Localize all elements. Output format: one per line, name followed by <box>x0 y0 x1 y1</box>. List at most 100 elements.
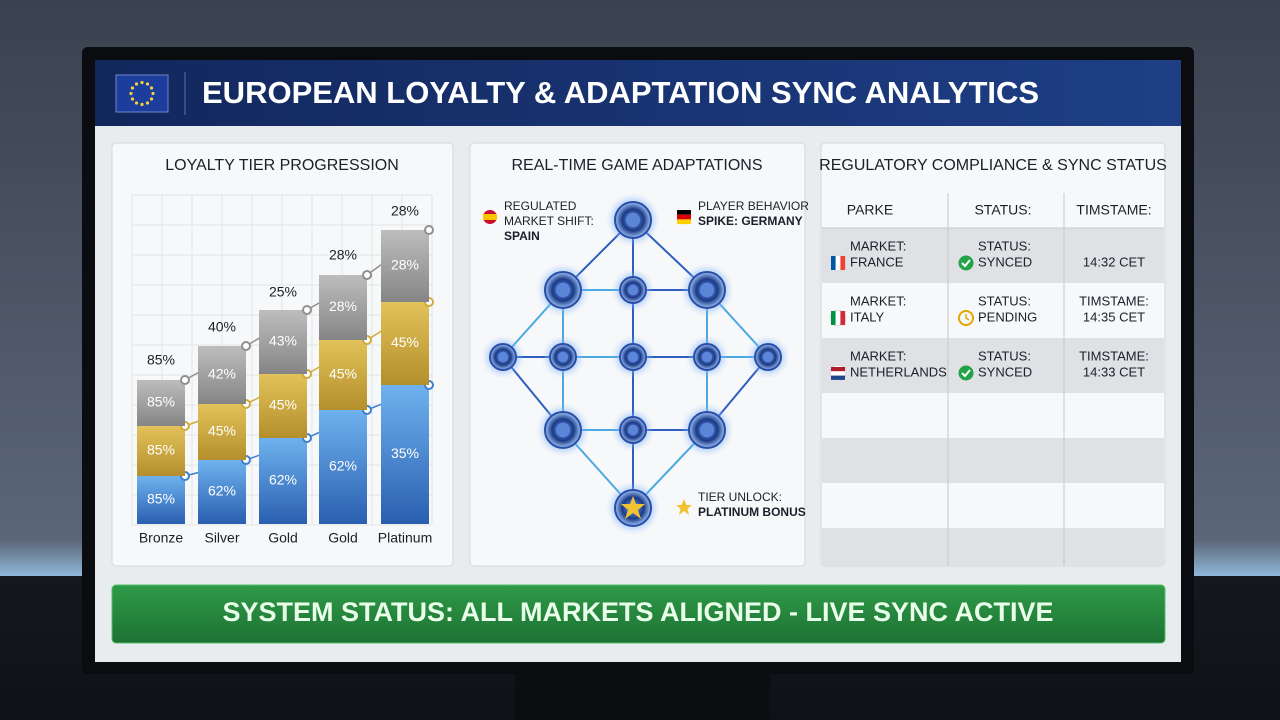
flag-stripe <box>677 210 691 215</box>
time-text: 14:35 CET <box>1083 309 1145 324</box>
bar-segment <box>381 230 429 302</box>
node-core <box>627 284 639 296</box>
callout-text: SPIKE: GERMANY <box>698 214 803 228</box>
x-label: Silver <box>204 530 239 546</box>
bar-total: 25% <box>269 284 297 300</box>
time-text: 14:32 CET <box>1083 254 1145 269</box>
status-check <box>961 259 971 268</box>
bar-total: 85% <box>147 352 175 368</box>
flag-stripe <box>483 214 497 220</box>
table-row <box>822 283 1164 338</box>
flag-stripe <box>831 375 845 380</box>
flag-star <box>134 82 139 86</box>
segment-label: 28% <box>329 298 357 314</box>
status-text: SYNCED <box>978 364 1032 379</box>
segment-label: 85% <box>147 491 175 507</box>
node-core <box>555 282 571 298</box>
table-row <box>822 528 1164 566</box>
node-core <box>699 282 715 298</box>
flag-star <box>145 82 150 86</box>
table-row <box>822 338 1164 393</box>
segment-label: 35% <box>391 445 419 461</box>
market-text: MARKET: <box>850 238 906 253</box>
header-bar <box>95 60 1181 126</box>
flag-star <box>149 86 154 90</box>
callout-text: PLATINUM BONUS <box>698 505 806 519</box>
column-header: PARKE <box>847 202 893 218</box>
bar-segment <box>319 340 367 410</box>
flag-star <box>145 101 150 105</box>
segment-label: 43% <box>269 333 297 349</box>
node-core <box>625 212 641 228</box>
callout-text: REGULATED <box>504 199 577 213</box>
segment-label: 62% <box>269 472 297 488</box>
status-bar <box>111 584 1166 644</box>
bar-total: 40% <box>208 319 236 335</box>
bar-segment <box>319 410 367 524</box>
segment-label: 85% <box>147 442 175 458</box>
market-text: FRANCE <box>850 254 904 269</box>
table-row <box>822 438 1164 483</box>
market-text: MARKET: <box>850 293 906 308</box>
segment-label: 45% <box>269 397 297 413</box>
header-title: EUROPEAN LOYALTY & ADAPTATION SYNC ANALY… <box>202 75 1039 110</box>
column-header: TIMSTAME: <box>1076 202 1151 218</box>
node-core <box>701 351 713 363</box>
time-text: 14:33 CET <box>1083 364 1145 379</box>
bar-total: 28% <box>391 203 419 219</box>
bar-segment <box>198 346 246 404</box>
node-core <box>497 351 509 363</box>
market-text: MARKET: <box>850 348 906 363</box>
status-icon <box>958 255 974 271</box>
x-label: Platinum <box>378 530 432 546</box>
status-check <box>961 369 971 378</box>
callout-text: SPAIN <box>504 229 540 243</box>
flag-stripe <box>677 214 691 220</box>
flag-stripe <box>831 371 845 376</box>
status-text: STATUS: <box>978 238 1031 253</box>
status-text: PENDING <box>978 309 1037 324</box>
x-label: Gold <box>328 530 358 546</box>
bar-segment <box>137 380 185 426</box>
star-icon <box>676 499 692 515</box>
x-label: Bronze <box>139 530 184 546</box>
flag-star <box>140 80 144 85</box>
bar-segment <box>319 275 367 340</box>
segment-dot <box>362 270 372 280</box>
time-text: TIMSTAME: <box>1079 293 1149 308</box>
bar-segment <box>198 460 246 524</box>
segment-dot <box>180 375 190 385</box>
market-text: NETHERLANDS <box>850 364 947 379</box>
status-text: SYSTEM STATUS: ALL MARKETS ALIGNED - LIV… <box>222 597 1053 627</box>
flag-star <box>130 97 135 101</box>
flag-star <box>149 97 154 101</box>
flag-stripe <box>840 256 846 270</box>
segment-label: 45% <box>329 366 357 382</box>
node-core <box>627 424 639 436</box>
flag-star <box>140 102 144 107</box>
node-core <box>762 351 774 363</box>
callout-text: PLAYER BEHAVIOR <box>698 199 809 213</box>
segment-dot <box>241 341 251 351</box>
table-row <box>822 393 1164 438</box>
bar-segment <box>259 310 307 374</box>
node-core <box>555 422 571 438</box>
segment-dot <box>424 225 434 235</box>
bar-total: 28% <box>329 247 357 263</box>
monitor-stand <box>515 670 770 720</box>
flag-stripe <box>831 311 836 325</box>
node-core <box>557 351 569 363</box>
flag-star <box>151 91 155 96</box>
time-text: TIMSTAME: <box>1079 348 1149 363</box>
table-row <box>822 483 1164 528</box>
segment-label: 85% <box>147 394 175 410</box>
status-clock <box>965 314 970 321</box>
flag-star <box>129 91 133 96</box>
flag-stripe <box>835 256 841 270</box>
segment-label: 42% <box>208 366 236 382</box>
flag-stripe <box>840 311 846 325</box>
segment-label: 45% <box>391 334 419 350</box>
flag-stripe <box>831 367 845 372</box>
bar-segment <box>381 385 429 524</box>
